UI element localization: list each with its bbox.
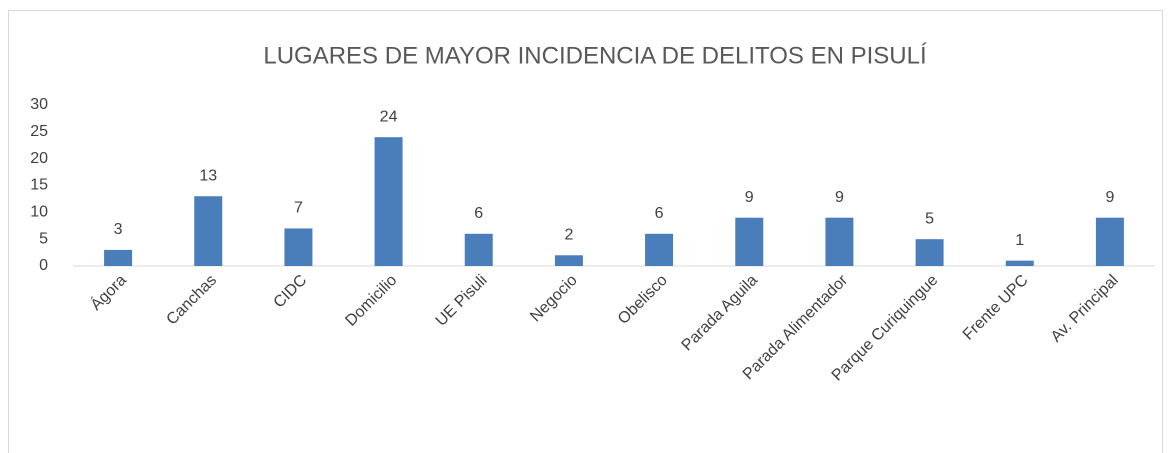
bar — [825, 217, 854, 266]
data-label: 9 — [1105, 189, 1114, 206]
data-label: 5 — [925, 210, 934, 227]
bar — [1095, 217, 1124, 266]
data-label: 3 — [114, 221, 123, 238]
bar — [645, 233, 674, 266]
data-label: 1 — [1015, 232, 1024, 249]
data-label: 6 — [474, 205, 483, 222]
chart-title: LUGARES DE MAYOR INCIDENCIA DE DELITOS E… — [263, 42, 927, 69]
y-tick-label: 20 — [30, 150, 48, 167]
bar — [104, 249, 133, 266]
data-label: 24 — [380, 108, 398, 125]
bar — [284, 228, 313, 266]
data-label: 6 — [655, 205, 664, 222]
bar — [1005, 260, 1034, 266]
data-label: 7 — [294, 200, 303, 217]
bar — [374, 137, 403, 266]
y-tick-label: 10 — [30, 204, 48, 221]
data-label: 9 — [835, 189, 844, 206]
data-label: 2 — [564, 226, 573, 243]
bar — [194, 196, 223, 266]
y-tick-label: 5 — [39, 230, 48, 247]
y-tick-label: 25 — [30, 123, 48, 140]
data-label: 13 — [199, 167, 217, 184]
chart-frame — [8, 10, 1163, 453]
bar — [915, 239, 944, 266]
y-tick-label: 0 — [39, 257, 48, 274]
data-label: 9 — [745, 189, 754, 206]
bar — [735, 217, 764, 266]
bar — [554, 255, 583, 266]
y-tick-label: 30 — [30, 96, 48, 113]
bar — [464, 233, 493, 266]
y-tick-label: 15 — [30, 177, 48, 194]
